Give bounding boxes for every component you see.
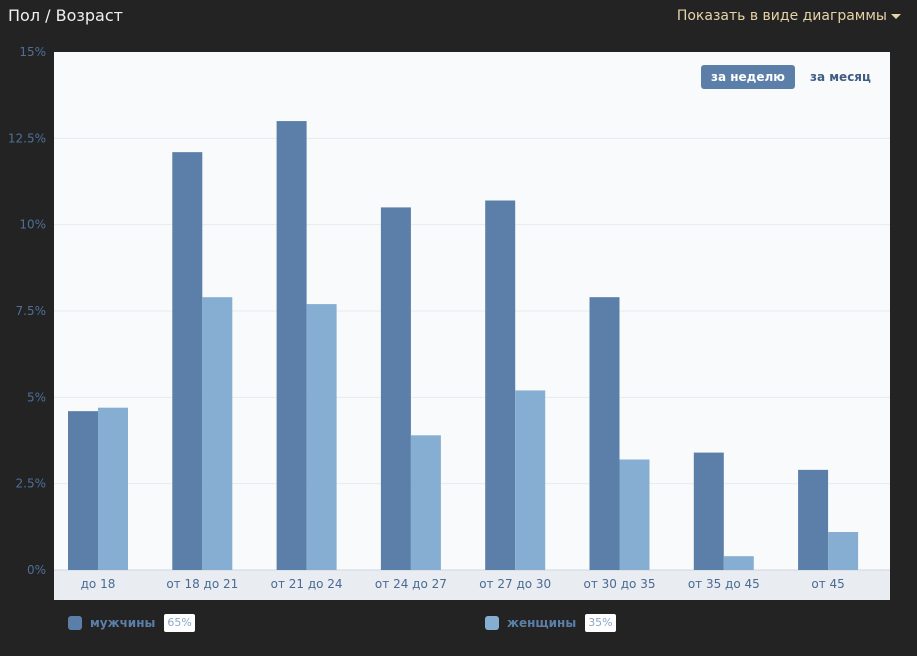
widget-title: Пол / Возраст <box>8 6 123 25</box>
bar-men[interactable] <box>485 200 516 570</box>
legend-men-swatch <box>68 615 82 630</box>
x-tick-label: до 18 <box>81 577 116 591</box>
y-axis: 0% 2.5% 5% 7.5% 10% 12.5% 15% <box>8 45 46 577</box>
legend-men: мужчины 65% <box>68 612 195 632</box>
legend-women-label: женщины <box>507 615 577 630</box>
x-tick-label: от 30 до 35 <box>584 577 656 591</box>
bar-women[interactable] <box>723 556 754 570</box>
period-week-button[interactable]: за неделю <box>701 65 795 89</box>
legend-women-percent: 35% <box>585 613 616 632</box>
y-tick-label: 2.5% <box>16 477 47 491</box>
bar-women[interactable] <box>619 459 650 570</box>
x-axis: до 18 от 18 до 21 от 21 до 24 от 24 до 27 от… <box>81 577 845 591</box>
bar-men[interactable] <box>380 207 411 570</box>
bar-women[interactable] <box>515 390 546 570</box>
x-tick-label: от 27 до 30 <box>479 577 551 591</box>
legend-women-swatch <box>485 615 499 630</box>
bars <box>68 121 859 571</box>
legend-men-label: мужчины <box>90 615 156 630</box>
y-tick-label: 0% <box>27 563 46 577</box>
bar-men[interactable] <box>172 152 203 570</box>
x-tick-label: от 24 до 27 <box>375 577 447 591</box>
y-tick-label: 5% <box>27 390 46 404</box>
x-tick-label: от 18 до 21 <box>166 577 238 591</box>
x-tick-label: от 35 до 45 <box>688 577 760 591</box>
legend-women: женщины 35% <box>485 612 616 632</box>
y-tick-label: 7.5% <box>16 304 47 318</box>
show-as-diagram-link[interactable]: Показать в виде диаграммы <box>676 8 887 24</box>
legend-men-percent: 65% <box>164 613 195 632</box>
y-tick-label: 15% <box>19 45 46 59</box>
x-axis-band <box>54 570 890 600</box>
x-tick-label: от 45 <box>811 577 844 591</box>
chevron-down-icon[interactable] <box>891 14 901 19</box>
bar-men[interactable] <box>68 411 98 570</box>
bar-women[interactable] <box>410 435 441 570</box>
bar-men[interactable] <box>798 469 829 570</box>
y-tick-label: 12.5% <box>8 131 46 145</box>
bar-women[interactable] <box>306 304 337 570</box>
bar-women[interactable] <box>202 297 233 570</box>
bar-men[interactable] <box>693 452 724 570</box>
y-tick-label: 10% <box>19 218 46 232</box>
bar-men[interactable] <box>589 297 620 570</box>
bar-men[interactable] <box>276 121 307 571</box>
bar-women[interactable] <box>98 407 128 570</box>
period-month-button[interactable]: за месяц <box>810 70 871 84</box>
x-tick-label: от 21 до 24 <box>271 577 343 591</box>
bar-women[interactable] <box>828 532 859 570</box>
